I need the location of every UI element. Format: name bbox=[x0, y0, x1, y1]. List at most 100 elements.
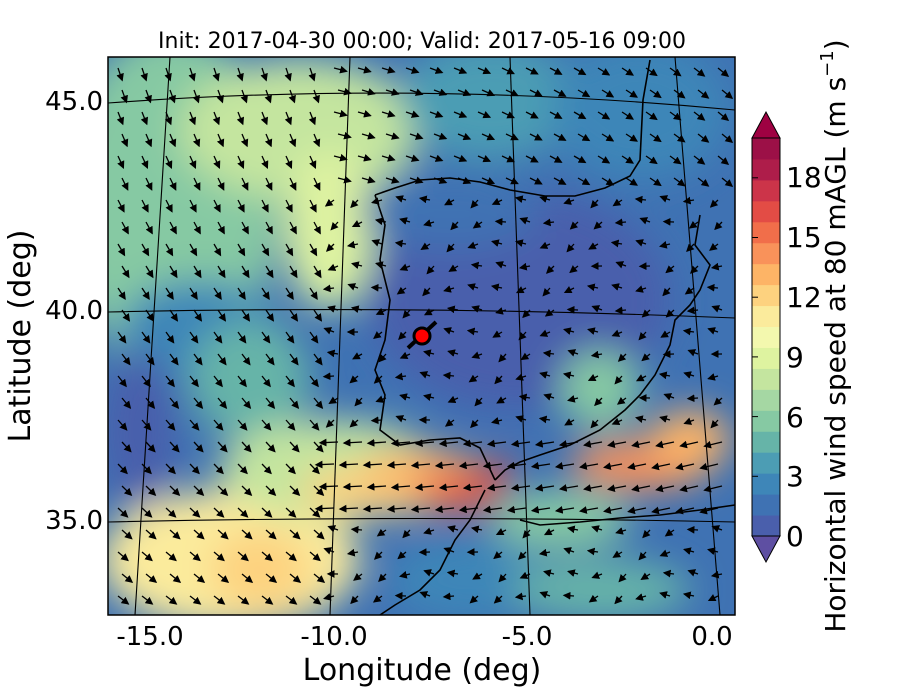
wind-vector bbox=[686, 394, 699, 403]
colorbar-segment bbox=[752, 158, 780, 181]
wind-vector bbox=[518, 393, 531, 402]
wind-vector bbox=[593, 221, 603, 230]
wind-vector bbox=[530, 505, 551, 514]
wind-vector bbox=[165, 463, 176, 475]
wind-vector bbox=[486, 439, 507, 448]
wind-vector bbox=[141, 551, 153, 562]
colorbar-tick-label: 15 bbox=[786, 221, 822, 254]
wind-vector bbox=[121, 397, 132, 410]
wind-vector bbox=[169, 265, 178, 279]
wind-vector bbox=[361, 88, 376, 96]
wind-vector bbox=[518, 331, 527, 341]
wind-vector bbox=[693, 111, 706, 121]
wind-vector bbox=[165, 287, 174, 300]
wind-vector bbox=[117, 419, 128, 431]
wind-vector bbox=[703, 440, 723, 449]
lat-35-line bbox=[108, 517, 735, 523]
wind-vector bbox=[683, 417, 695, 425]
wind-vector bbox=[117, 507, 129, 518]
wind-vector bbox=[553, 89, 567, 97]
wind-vector bbox=[145, 441, 156, 453]
colorbar-tick-label: 12 bbox=[786, 281, 822, 314]
wind-vector bbox=[621, 111, 634, 120]
wind-vector bbox=[237, 463, 248, 475]
wind-vector bbox=[683, 547, 695, 555]
x-tick-label: -15.0 bbox=[116, 622, 183, 652]
wind-vector bbox=[659, 415, 671, 423]
wind-vector bbox=[285, 507, 297, 518]
wind-vector bbox=[443, 327, 455, 335]
wind-vector bbox=[687, 349, 699, 357]
wind-vector bbox=[494, 217, 507, 226]
wind-vector bbox=[237, 375, 247, 388]
wind-vector bbox=[361, 132, 376, 140]
wind-vector bbox=[447, 525, 459, 533]
wind-vector bbox=[429, 154, 444, 162]
wind-vector bbox=[569, 221, 579, 230]
wind-vector bbox=[429, 66, 444, 74]
wind-vector bbox=[121, 265, 130, 279]
wind-vector bbox=[717, 111, 730, 122]
wind-vector bbox=[213, 287, 222, 300]
wind-vector bbox=[660, 330, 671, 338]
wind-vector bbox=[482, 505, 503, 514]
wind-vector bbox=[313, 177, 321, 191]
wind-vector bbox=[116, 67, 124, 82]
wind-vector bbox=[721, 177, 734, 188]
wind-vector bbox=[338, 504, 359, 513]
wind-vector bbox=[169, 397, 180, 410]
wind-vector bbox=[121, 529, 133, 540]
wind-vector bbox=[462, 483, 483, 492]
wind-vector bbox=[494, 375, 503, 385]
wind-vector bbox=[530, 461, 551, 470]
wind-vector bbox=[189, 375, 199, 388]
wind-vector bbox=[423, 527, 435, 535]
wind-vector bbox=[538, 415, 551, 424]
wind-vector bbox=[168, 133, 177, 148]
wind-vector bbox=[577, 133, 591, 142]
wind-vector bbox=[349, 375, 359, 384]
wind-vector bbox=[399, 217, 411, 225]
wind-vector bbox=[444, 198, 455, 206]
colorbar-segment bbox=[752, 389, 780, 411]
wind-vector bbox=[370, 416, 383, 425]
wind-vector bbox=[587, 373, 599, 382]
wind-vector bbox=[635, 593, 647, 601]
wind-vector bbox=[616, 396, 627, 405]
wind-vector bbox=[313, 265, 322, 279]
wind-vector bbox=[631, 484, 651, 493]
wind-vector bbox=[193, 441, 204, 453]
wind-vector bbox=[217, 397, 228, 410]
colorbar-segment bbox=[752, 473, 780, 495]
wind-vector bbox=[169, 221, 177, 235]
wind-vector bbox=[285, 331, 295, 344]
wind-vector bbox=[357, 154, 372, 162]
wind-vector bbox=[288, 89, 296, 104]
wind-vector bbox=[586, 547, 599, 556]
wind-vector bbox=[141, 243, 150, 257]
wind-vector bbox=[686, 243, 695, 253]
colorbar-ticks: 0 3 6 9 12 15 18 bbox=[752, 161, 822, 553]
wind-vector bbox=[165, 243, 174, 257]
wind-vector bbox=[442, 371, 455, 380]
wind-vector bbox=[510, 439, 531, 448]
wind-vector bbox=[193, 265, 202, 279]
wind-vector bbox=[309, 595, 322, 605]
wind-vector bbox=[446, 569, 459, 578]
wind-vector bbox=[212, 111, 221, 126]
wind-vector bbox=[362, 460, 383, 469]
wind-vector bbox=[409, 88, 424, 96]
wind-vector bbox=[588, 594, 599, 603]
wind-vector bbox=[265, 529, 277, 540]
wind-vector bbox=[309, 463, 320, 475]
wind-vector bbox=[192, 89, 200, 104]
wind-vector bbox=[642, 529, 651, 539]
wind-vector bbox=[145, 485, 157, 497]
wind-vector bbox=[169, 529, 181, 540]
wind-vector bbox=[333, 153, 348, 162]
colorbar-segment bbox=[752, 221, 780, 244]
wind-vector bbox=[285, 287, 294, 300]
wind-vector bbox=[289, 441, 300, 453]
wind-vector bbox=[308, 67, 316, 82]
wind-vector bbox=[645, 155, 658, 165]
